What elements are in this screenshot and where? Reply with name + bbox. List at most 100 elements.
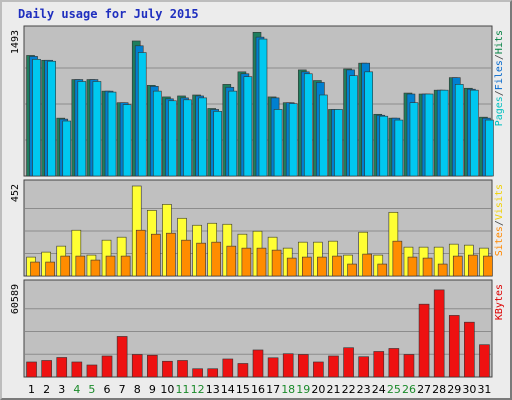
day-label-11: 11 xyxy=(176,383,190,396)
bar-visits-sites-20 xyxy=(317,256,327,277)
bar-visits-sites-28 xyxy=(437,263,448,277)
bar-hits-pages-3 xyxy=(62,120,72,177)
bar-hits-pages-28 xyxy=(439,89,449,177)
bar-hits-pages-12 xyxy=(198,97,207,177)
bar-hits-pages-7 xyxy=(122,104,132,177)
day-label-26: 26 xyxy=(402,383,416,396)
bar-hits-pages-1 xyxy=(32,58,41,177)
bar-hits-pages-30 xyxy=(470,89,479,177)
bar-kbytes-kbytes-2 xyxy=(41,360,52,378)
bar-kbytes-kbytes-6 xyxy=(101,355,113,378)
bar-kbytes-kbytes-8 xyxy=(131,354,143,378)
bar-visits-sites-3 xyxy=(60,255,71,277)
bar-visits-sites-10 xyxy=(166,232,176,277)
bar-kbytes-kbytes-17 xyxy=(267,357,279,378)
day-label-22: 22 xyxy=(342,383,356,396)
side-label-kbytes-0: KBytes xyxy=(494,284,505,320)
day-label-30: 30 xyxy=(462,383,476,396)
side-label-hits-4: Hits xyxy=(494,30,505,54)
bar-kbytes-kbytes-25 xyxy=(388,348,400,378)
bar-kbytes-kbytes-31 xyxy=(479,344,490,378)
day-label-16: 16 xyxy=(251,383,265,396)
bar-hits-pages-17 xyxy=(273,109,283,177)
day-label-2: 2 xyxy=(43,383,50,396)
bar-kbytes-kbytes-15 xyxy=(237,363,249,378)
bar-kbytes-kbytes-18 xyxy=(282,353,294,378)
bar-hits-pages-10 xyxy=(168,100,177,177)
day-label-10: 10 xyxy=(160,383,174,396)
bar-visits-sites-31 xyxy=(483,255,493,277)
day-label-24: 24 xyxy=(372,383,386,396)
bar-visits-sites-21 xyxy=(332,255,342,277)
bar-hits-pages-23 xyxy=(364,71,373,177)
bar-visits-sites-25 xyxy=(392,240,403,277)
max-label-visits: 452 xyxy=(10,184,21,202)
side-label-hits-1: / xyxy=(494,90,505,96)
day-label-12: 12 xyxy=(191,383,205,396)
side-label-visits-1: / xyxy=(494,220,505,226)
day-label-7: 7 xyxy=(119,383,126,396)
bar-visits-sites-23 xyxy=(362,253,372,277)
bar-kbytes-kbytes-26 xyxy=(403,354,415,378)
bar-visits-sites-29 xyxy=(452,255,463,277)
bar-kbytes-kbytes-29 xyxy=(448,315,460,378)
day-label-27: 27 xyxy=(417,383,431,396)
day-label-15: 15 xyxy=(236,383,250,396)
bar-hits-pages-29 xyxy=(454,84,464,177)
bar-visits-sites-24 xyxy=(377,263,388,277)
bar-kbytes-kbytes-1 xyxy=(26,361,37,378)
day-label-31: 31 xyxy=(477,383,491,396)
bar-visits-sites-15 xyxy=(241,247,252,277)
bar-visits-sites-7 xyxy=(120,255,131,277)
bar-visits-sites-12 xyxy=(196,242,206,277)
day-label-3: 3 xyxy=(58,383,65,396)
day-label-6: 6 xyxy=(104,383,111,396)
side-label-visits-0: Sites xyxy=(494,226,505,256)
bar-kbytes-kbytes-24 xyxy=(373,351,385,378)
day-label-28: 28 xyxy=(432,383,446,396)
bar-kbytes-kbytes-9 xyxy=(147,354,158,378)
bar-visits-sites-27 xyxy=(422,257,433,277)
bar-hits-pages-6 xyxy=(107,91,117,177)
day-label-20: 20 xyxy=(311,383,325,396)
bar-visits-sites-11 xyxy=(181,239,191,277)
bar-hits-pages-21 xyxy=(334,109,343,177)
bar-hits-pages-24 xyxy=(379,115,389,177)
day-label-4: 4 xyxy=(73,383,80,396)
side-label-hits-0: Pages xyxy=(494,96,505,126)
bar-kbytes-kbytes-11 xyxy=(177,360,188,378)
bar-hits-pages-16 xyxy=(258,38,268,177)
bar-visits-sites-30 xyxy=(468,254,478,277)
day-label-5: 5 xyxy=(88,383,95,396)
bar-visits-sites-4 xyxy=(75,255,86,277)
day-label-21: 21 xyxy=(326,383,340,396)
bar-hits-pages-22 xyxy=(349,75,358,177)
bar-hits-pages-15 xyxy=(243,76,253,177)
bar-hits-pages-9 xyxy=(153,90,162,177)
bar-kbytes-kbytes-21 xyxy=(328,355,339,378)
bar-hits-pages-4 xyxy=(77,81,87,177)
bar-kbytes-kbytes-19 xyxy=(297,354,309,378)
bar-visits-sites-18 xyxy=(286,257,297,277)
side-label-visits-2: Visits xyxy=(494,184,505,220)
bar-visits-sites-22 xyxy=(347,263,357,277)
bar-visits-sites-13 xyxy=(211,241,222,277)
bar-visits-sites-26 xyxy=(407,256,418,277)
day-label-25: 25 xyxy=(387,383,401,396)
day-label-9: 9 xyxy=(149,383,156,396)
day-label-18: 18 xyxy=(281,383,295,396)
bar-visits-sites-5 xyxy=(90,259,101,277)
bar-hits-pages-5 xyxy=(92,81,102,177)
max-label-kbytes: 60589 xyxy=(10,284,21,314)
bar-visits-sites-14 xyxy=(226,245,237,277)
bar-hits-pages-2 xyxy=(47,60,56,177)
day-label-17: 17 xyxy=(266,383,280,396)
bar-kbytes-kbytes-13 xyxy=(207,368,219,378)
bar-kbytes-kbytes-23 xyxy=(358,356,369,378)
bar-kbytes-kbytes-20 xyxy=(313,361,324,378)
bar-hits-pages-31 xyxy=(485,119,494,177)
bar-hits-pages-19 xyxy=(303,73,313,177)
day-label-13: 13 xyxy=(206,383,220,396)
bar-hits-pages-8 xyxy=(137,52,147,177)
